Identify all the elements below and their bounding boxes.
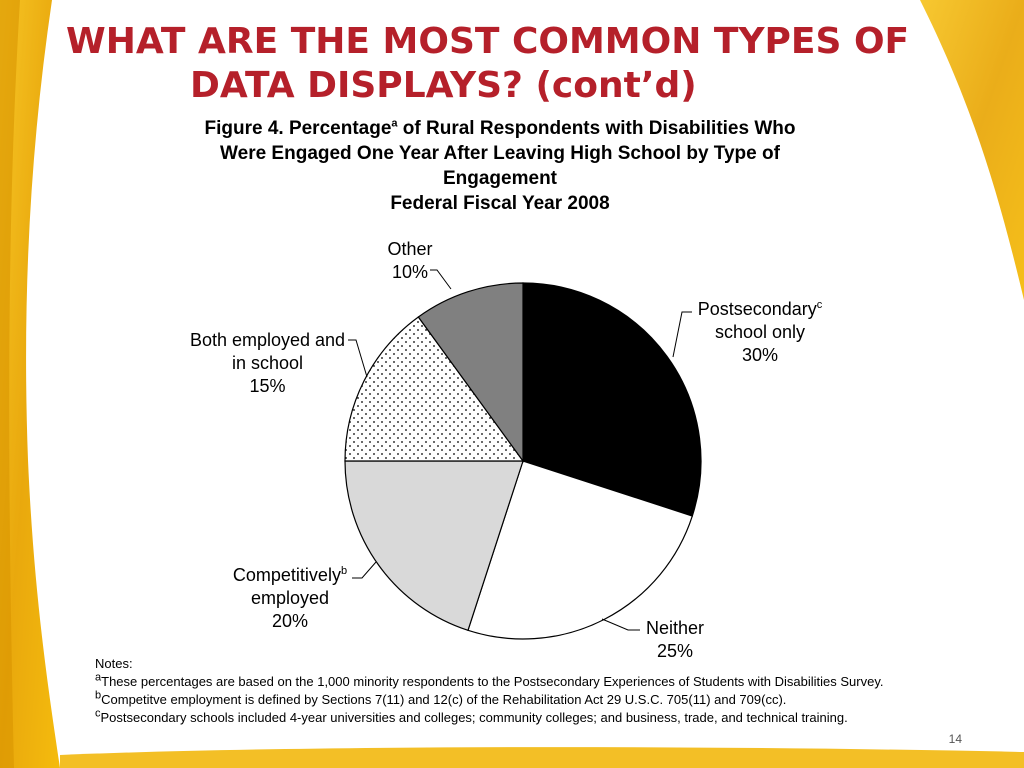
slice-label-competitively-line2: employed — [250, 588, 330, 608]
slice-label-postsecondary-line2: school only — [714, 322, 806, 342]
slice-value-neither: 25% — [656, 641, 694, 661]
note-a-sup: a — [95, 671, 102, 684]
slice-label-postsecondary-sup: c — [816, 299, 823, 311]
figure-title-part1: Figure 4. Percentage — [204, 118, 392, 139]
leader-other — [430, 269, 452, 290]
note-b-text: Competitve employment is defined by Sect… — [101, 692, 787, 707]
pie-slice-other — [417, 282, 524, 463]
slide-title-line2: DATA DISPLAYS? (cont’d) — [190, 65, 697, 106]
slice-value-competitively: 20% — [271, 611, 309, 631]
note-c: cPostsecondary schools included 4-year u… — [95, 707, 1015, 727]
notes-heading: Notes: — [95, 656, 133, 671]
note-b-sup: b — [95, 689, 102, 702]
slice-label-neither-line1: Neither — [645, 618, 705, 638]
slice-value-both: 15% — [249, 376, 286, 396]
bottom-gold-band — [60, 747, 1024, 768]
slice-label-postsecondary-line1: Postsecondary — [697, 299, 817, 319]
note-a-text: These percentages are based on the 1,000… — [101, 674, 884, 689]
figure-title-part2: of Rural Respondents with Disabilities W… — [397, 118, 796, 139]
figure-title: Figure 4. Percentagea of Rural Responden… — [130, 116, 870, 216]
left-gold-inner-highlight — [0, 0, 20, 768]
slice-value-postsecondary: 30% — [741, 345, 779, 365]
figure-title-line4: Federal Fiscal Year 2008 — [390, 193, 610, 214]
figure-title-line2: Were Engaged One Year After Leaving High… — [220, 143, 780, 164]
slide-title-line1: WHAT ARE THE MOST COMMON TYPES OF — [66, 21, 910, 62]
notes-section: Notes: aThese percentages are based on t… — [95, 655, 1015, 727]
figure-title-sup: a — [391, 117, 398, 130]
note-c-text: Postsecondary schools included 4-year un… — [100, 710, 848, 725]
slice-label-competitively: Competitivelyb employed 20% — [220, 564, 360, 633]
figure-title-line3: Engagement — [442, 168, 558, 189]
page-number: 14 — [948, 732, 962, 746]
leader-neither — [601, 618, 640, 631]
pie-slice-postsecondary — [522, 282, 702, 517]
pie-slice-both — [344, 316, 525, 462]
note-b: bCompetitve employment is defined by Sec… — [95, 689, 1015, 709]
note-c-sup: c — [95, 707, 101, 720]
slice-label-competitively-line1: Competitively — [232, 565, 341, 585]
leader-both — [348, 339, 368, 378]
slice-label-both-line2: in school — [231, 353, 304, 373]
left-gold-swoosh — [0, 0, 60, 768]
slice-label-other: Other 10% — [370, 238, 450, 284]
slice-label-neither: Neither 25% — [630, 617, 720, 663]
leader-postsecondary — [672, 311, 692, 358]
leader-competitively — [352, 561, 377, 579]
slice-label-other-line1: Other — [387, 239, 433, 259]
slice-label-competitively-sup: b — [340, 565, 348, 577]
slice-label-both: Both employed and in school 15% — [175, 329, 360, 398]
slice-value-other: 10% — [391, 262, 429, 282]
right-gold-swoosh — [920, 0, 1024, 300]
pie-slice-competitively — [344, 460, 524, 632]
note-a: aThese percentages are based on the 1,00… — [95, 671, 1015, 691]
slice-label-postsecondary: Postsecondaryc school only 30% — [690, 298, 830, 367]
slice-label-both-line1: Both employed and — [189, 330, 346, 350]
